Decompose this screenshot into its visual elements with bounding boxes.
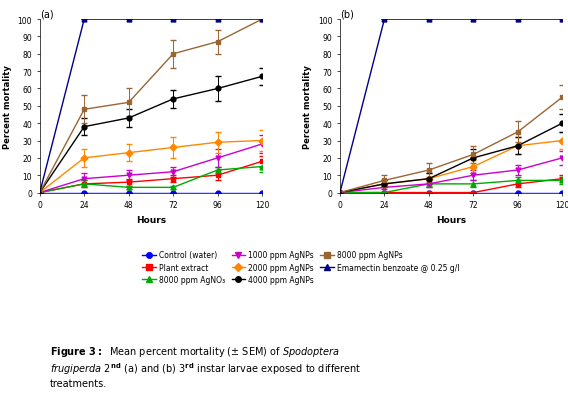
Text: (a): (a) [40,9,53,19]
Legend: Control (water), Plant extract, 8000 ppm AgNO₃, 1000 ppm AgNPs, 2000 ppm AgNPs, : Control (water), Plant extract, 8000 ppm… [143,251,460,284]
X-axis label: Hours: Hours [436,215,466,224]
Y-axis label: Percent mortality: Percent mortality [3,65,12,148]
Text: (b): (b) [340,9,354,19]
X-axis label: Hours: Hours [136,215,166,224]
Y-axis label: Percent mortality: Percent mortality [303,65,312,148]
Text: $\bf{Figure\ 3:}$  Mean percent mortality (± SEM) of $\it{Spodoptera}$
$\it{frug: $\bf{Figure\ 3:}$ Mean percent mortality… [50,344,362,388]
